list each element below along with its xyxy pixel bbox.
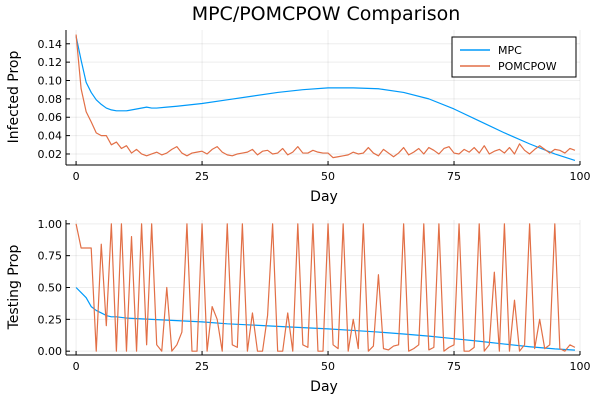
infected-prop-panel: 0 25 50 75 100 0.02 0.04 0.06 0.08 0.10 0.12 0.14 D… — [6, 30, 591, 205]
testing-y-axis-label: Testing Prop — [6, 245, 22, 331]
infected-axes — [65, 30, 581, 166]
infected-x-axis-label: Day — [310, 189, 338, 205]
testing-x-axis-label: Day — [310, 379, 338, 395]
testing-x-tick-label: 50 — [321, 360, 335, 373]
testing-series-lines — [75, 223, 576, 352]
infected-y-tick-label: 0.12 — [38, 56, 63, 69]
infected-y-tick-label: 0.10 — [38, 75, 63, 88]
legend-box — [451, 36, 577, 78]
infected-y-axis-label: Infected Prop — [6, 51, 22, 144]
infected-x-tick-label: 0 — [73, 170, 80, 183]
infected-y-tick-label: 0.04 — [38, 130, 63, 143]
testing-pomcpow-line — [75, 223, 576, 352]
infected-mpc-line — [75, 36, 576, 161]
infected-x-tick-label: 100 — [570, 170, 591, 183]
infected-pomcpow-line — [75, 34, 576, 159]
testing-y-tick-label: 1.00 — [38, 218, 63, 231]
infected-series-lines — [75, 34, 576, 161]
testing-y-tick-label: 0.00 — [38, 345, 63, 358]
testing-axes — [65, 220, 581, 356]
legend: MPC POMCPOW — [451, 36, 577, 78]
infected-x-tick-label: 50 — [321, 170, 335, 183]
testing-y-tick-label: 0.50 — [38, 282, 63, 295]
legend-mpc-label: MPC — [498, 44, 522, 57]
testing-prop-panel: 0 25 50 75 100 0.00 0.25 0.50 0.75 1.00 Day Testi… — [6, 218, 591, 395]
testing-x-tick-label: 25 — [195, 360, 209, 373]
testing-y-tick-label: 0.25 — [38, 313, 63, 326]
infected-y-tick-label: 0.02 — [38, 148, 63, 161]
testing-mpc-line — [75, 287, 575, 351]
legend-pomcpow-label: POMCPOW — [498, 60, 557, 73]
infected-y-tick-label: 0.14 — [38, 38, 63, 51]
infected-x-tick-label: 75 — [447, 170, 461, 183]
testing-y-tick-label: 0.75 — [38, 250, 63, 263]
infected-tick-labels: 0 25 50 75 100 0.02 0.04 0.06 0.08 0.10 0.12 0.14 — [38, 38, 591, 183]
infected-x-tick-label: 25 — [195, 170, 209, 183]
testing-x-tick-label: 100 — [570, 360, 591, 373]
testing-x-tick-label: 0 — [73, 360, 80, 373]
testing-x-tick-label: 75 — [447, 360, 461, 373]
chart-title: MPC/POMCPOW Comparison — [192, 3, 461, 25]
infected-y-tick-label: 0.08 — [38, 93, 63, 106]
infected-y-tick-label: 0.06 — [38, 111, 63, 124]
testing-tick-labels: 0 25 50 75 100 0.00 0.25 0.50 0.75 1.00 — [38, 218, 591, 373]
